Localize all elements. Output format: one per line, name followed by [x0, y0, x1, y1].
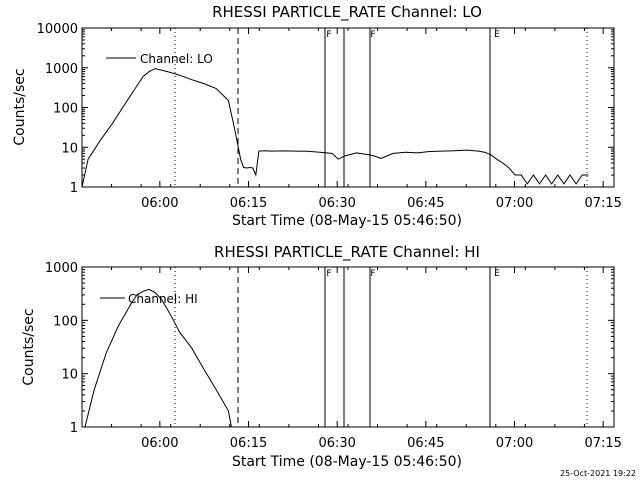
x-tick-label: 06:30	[318, 436, 355, 451]
x-tick-label: 06:00	[141, 436, 178, 451]
x-tick-label: 06:45	[407, 196, 444, 211]
x-axis-label: Start Time (08-May-15 05:46:50)	[232, 213, 462, 229]
legend-label: Channel: HI	[128, 292, 198, 306]
y-tick-label: 10000	[37, 22, 78, 37]
lo-channel-panel: RHESSI PARTICLE_RATE Channel: LO F F E 1 10…	[12, 3, 622, 229]
x-tick-label: 06:15	[230, 196, 267, 211]
x-tick-label: 07:00	[496, 196, 533, 211]
x-tick-label: 06:15	[230, 436, 267, 451]
y-tick-label: 10	[61, 368, 78, 383]
x-axis-label: Start Time (08-May-15 05:46:50)	[232, 454, 462, 470]
plot-frame	[81, 27, 615, 188]
hi-channel-panel: RHESSI PARTICLE_RATE Channel: HI F F E 1 10…	[21, 243, 622, 470]
y-tick-label: 1	[70, 181, 78, 196]
y-axis-ticks: 1 10 100 1000 10000	[37, 22, 614, 196]
flag-label: E	[494, 269, 500, 279]
x-tick-label: 06:30	[318, 196, 355, 211]
y-axis-label: Counts/sec	[21, 308, 37, 385]
y-axis-ticks: 1 10 100 1000	[45, 261, 614, 436]
y-tick-label: 1000	[45, 62, 78, 77]
y-tick-label: 10	[61, 141, 78, 156]
flag-label: F	[370, 30, 375, 40]
y-tick-label: 100	[53, 102, 78, 117]
flag-label: F	[370, 269, 375, 279]
y-axis-label: Counts/sec	[12, 68, 28, 145]
x-tick-label: 07:15	[584, 196, 621, 211]
flag-label: F	[326, 269, 331, 279]
x-tick-label: 06:45	[407, 436, 444, 451]
hi-channel-line	[84, 288, 232, 428]
y-tick-label: 1000	[45, 261, 78, 276]
flag-label: F	[326, 30, 331, 40]
x-axis-ticks: 06:00 06:15 06:30 06:45 07:00 07:15	[81, 28, 622, 211]
plot-frame	[81, 266, 615, 428]
panel-title: RHESSI PARTICLE_RATE Channel: HI	[214, 243, 480, 262]
lo-channel-line	[81, 68, 589, 188]
x-tick-label: 06:00	[141, 196, 178, 211]
x-tick-label: 07:00	[496, 436, 533, 451]
flag-label: E	[494, 30, 500, 40]
y-tick-label: 1	[70, 421, 78, 436]
panel-title: RHESSI PARTICLE_RATE Channel: LO	[212, 3, 482, 22]
x-tick-label: 07:15	[584, 436, 621, 451]
timestamp: 25-Oct-2021 19:22	[560, 469, 636, 478]
y-tick-label: 100	[53, 314, 78, 329]
legend-label: Channel: LO	[140, 52, 213, 66]
x-axis-ticks: 06:00 06:15 06:30 06:45 07:00 07:15	[81, 267, 622, 451]
